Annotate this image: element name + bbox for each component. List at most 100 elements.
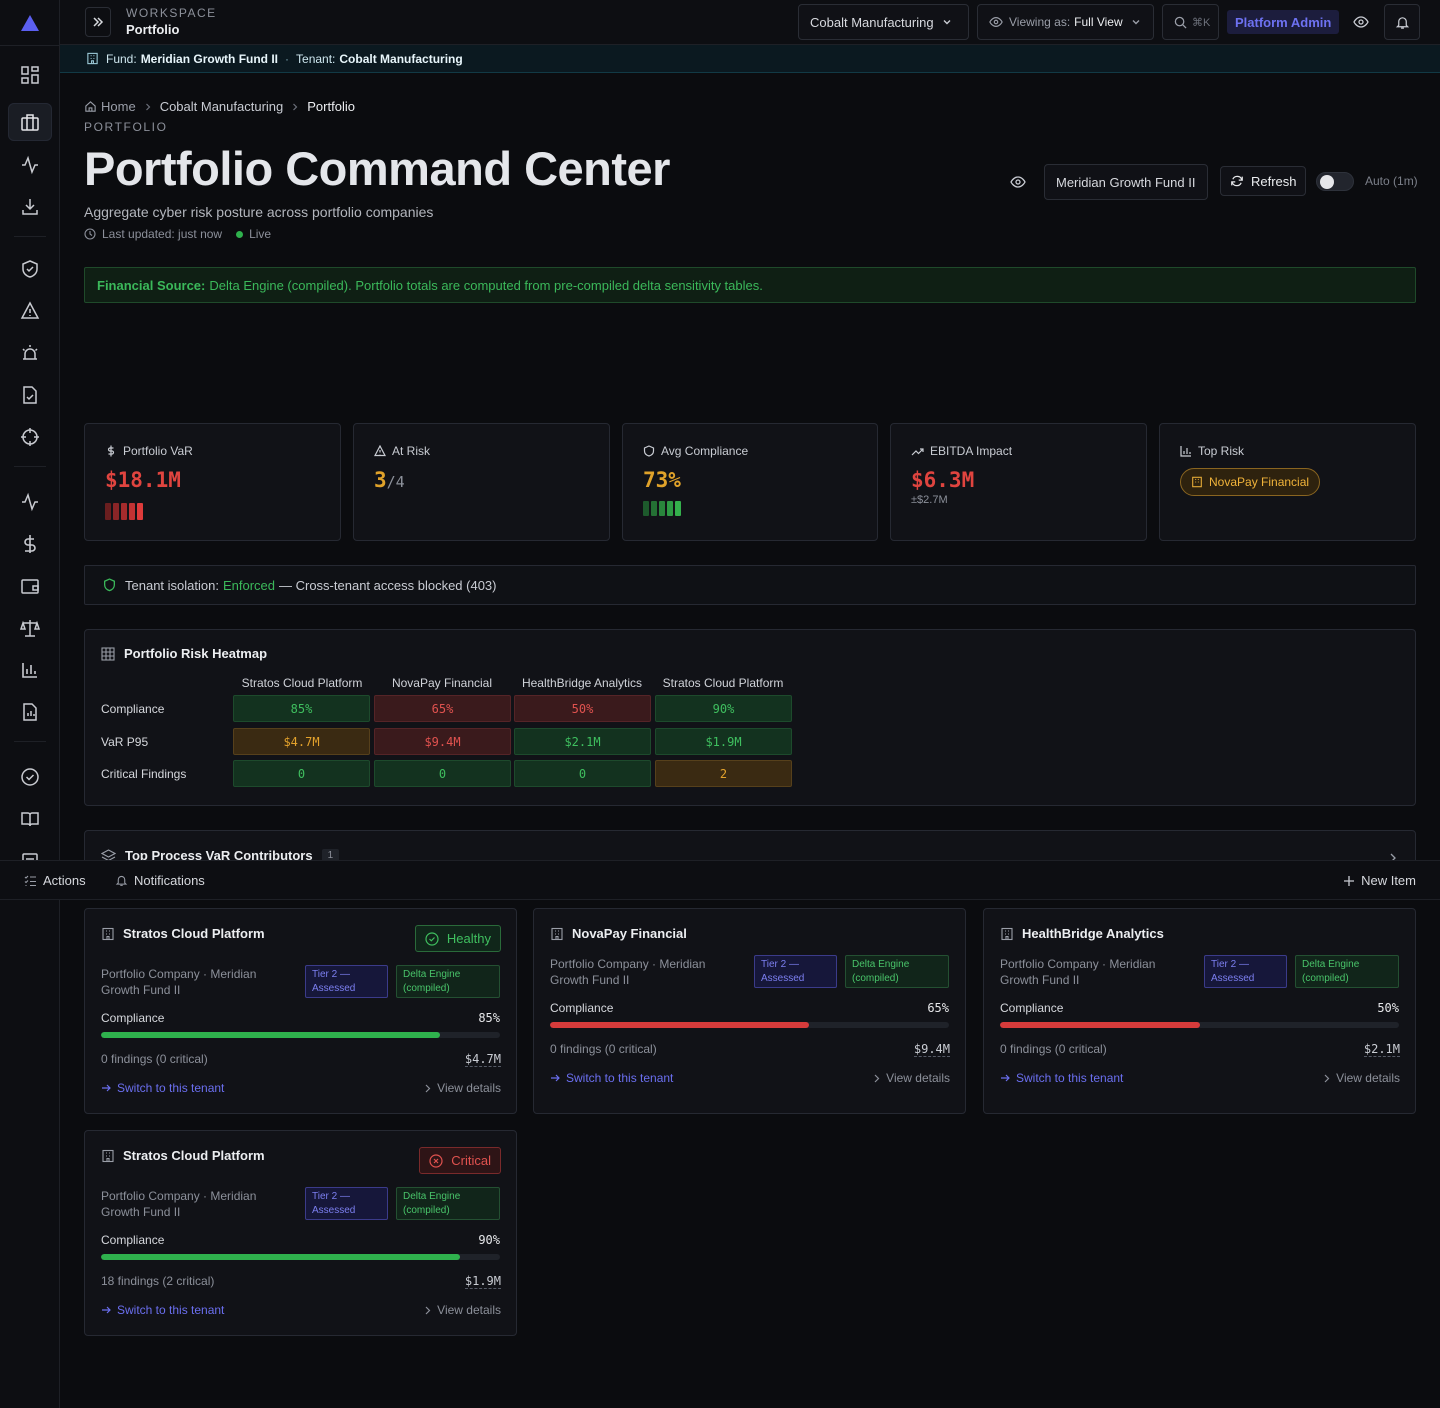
heatmap-cell[interactable]: 85% xyxy=(233,695,370,722)
activity-icon[interactable] xyxy=(8,146,52,184)
compliance-value: 65% xyxy=(927,1001,949,1015)
alert-triangle-icon[interactable] xyxy=(8,292,52,330)
refresh-button[interactable]: Refresh xyxy=(1220,166,1306,196)
notifications-button[interactable] xyxy=(1384,4,1420,40)
preview-button[interactable] xyxy=(1346,8,1376,36)
dollar-icon[interactable] xyxy=(8,525,52,563)
view-details-link[interactable]: View details xyxy=(424,1081,501,1095)
dollar-icon xyxy=(107,445,115,457)
report-icon[interactable] xyxy=(8,693,52,731)
company-title: HealthBridge Analytics xyxy=(1000,926,1164,941)
new-item-button[interactable]: New Item xyxy=(1343,873,1416,888)
heatmap-row-label: Critical Findings xyxy=(101,767,187,781)
scale-icon[interactable] xyxy=(8,609,52,647)
heatmap-cell[interactable]: 0 xyxy=(514,760,651,787)
view-details-label: View details xyxy=(1336,1071,1400,1085)
crosshair-icon[interactable] xyxy=(8,418,52,456)
search-button[interactable]: ⌘K xyxy=(1162,4,1219,40)
company-name: HealthBridge Analytics xyxy=(1022,926,1164,941)
bottom-action-bar: Actions Notifications New Item xyxy=(0,860,1440,900)
heatmap-cell[interactable]: $4.7M xyxy=(233,728,370,755)
tenant-select[interactable]: Cobalt Manufacturing xyxy=(798,4,969,40)
dashboard-icon[interactable] xyxy=(8,56,52,94)
live-dot xyxy=(236,230,244,238)
auto-refresh-label: Auto (1m) xyxy=(1365,174,1418,188)
company-var: $2.1M xyxy=(1363,1042,1400,1057)
isolation-text: — Cross-tenant access blocked (403) xyxy=(279,577,497,593)
view-details-link[interactable]: View details xyxy=(424,1303,501,1317)
company-card[interactable]: Stratos Cloud Platform Healthy Portfolio C… xyxy=(84,908,517,1114)
heatmap-row-label: Compliance xyxy=(101,702,165,716)
wallet-icon[interactable] xyxy=(8,567,52,605)
page-subtitle: Aggregate cyber risk posture across port… xyxy=(84,204,434,220)
heatmap-cell[interactable]: 65% xyxy=(374,695,511,722)
compliance-row: Compliance 90% xyxy=(101,1233,500,1247)
tenant-name: Cobalt Manufacturing xyxy=(339,51,463,66)
view-details-link[interactable]: View details xyxy=(1323,1071,1400,1085)
view-details-link[interactable]: View details xyxy=(873,1071,950,1085)
heatmap-cell[interactable]: 50% xyxy=(514,695,651,722)
compliance-label: Compliance xyxy=(1000,1001,1064,1015)
delta-engine-tag: Delta Engine (compiled) xyxy=(396,965,500,998)
heatmap-cell[interactable]: 0 xyxy=(233,760,370,787)
company-card[interactable]: NovaPay Financial Portfolio Company · Mer… xyxy=(533,908,966,1114)
book-icon[interactable] xyxy=(8,800,52,838)
check-circle-icon xyxy=(425,931,439,946)
chevron-right-icon xyxy=(293,103,298,110)
heatmap-cell[interactable]: 0 xyxy=(374,760,511,787)
heatmap-cell[interactable]: $9.4M xyxy=(374,728,511,755)
tenant-isolation-banner: Tenant isolation: Enforced — Cross-tenan… xyxy=(84,565,1416,605)
company-card[interactable]: Stratos Cloud Platform Critical Portfolio … xyxy=(84,1130,517,1336)
viewing-as-select[interactable]: Viewing as: Full View xyxy=(977,4,1154,40)
top-risk-badge[interactable]: NovaPay Financial xyxy=(1180,468,1321,496)
switch-tenant-link[interactable]: Switch to this tenant xyxy=(101,1303,224,1317)
switch-tenant-link[interactable]: Switch to this tenant xyxy=(1000,1071,1123,1085)
delta-engine-tag: Delta Engine (compiled) xyxy=(1295,955,1399,988)
kpi-label: Avg Compliance xyxy=(661,444,749,458)
alert-triangle-icon xyxy=(374,445,386,457)
breadcrumb-tenant[interactable]: Cobalt Manufacturing xyxy=(159,99,284,114)
isolation-status: Enforced xyxy=(222,577,275,593)
live-label: Live xyxy=(249,227,272,241)
sidebar-toggle-button[interactable] xyxy=(85,7,111,37)
check-circle-icon[interactable] xyxy=(8,758,52,796)
notifications-tab[interactable]: Notifications xyxy=(115,873,205,888)
financial-source-banner: Financial Source: Delta Engine (compiled… xyxy=(84,267,1416,303)
compliance-bar xyxy=(1000,1022,1399,1028)
visibility-toggle-button[interactable] xyxy=(1006,170,1030,194)
heatmap-cell[interactable]: 90% xyxy=(655,695,792,722)
heatmap-cell[interactable]: $1.9M xyxy=(655,728,792,755)
app-logo[interactable] xyxy=(0,0,60,46)
kpi-label: At Risk xyxy=(392,444,431,458)
notes-icon[interactable] xyxy=(8,842,52,860)
briefcase-icon[interactable] xyxy=(8,103,52,141)
chevron-right-icon xyxy=(425,1306,431,1314)
compliance-label: Compliance xyxy=(101,1011,165,1025)
compliance-row: Compliance 50% xyxy=(1000,1001,1399,1015)
company-name: Stratos Cloud Platform xyxy=(123,1148,265,1163)
platform-admin-badge[interactable]: Platform Admin xyxy=(1227,10,1340,34)
fund-select[interactable]: Meridian Growth Fund II xyxy=(1044,164,1208,200)
auto-refresh-toggle[interactable] xyxy=(1316,172,1354,191)
shield-check-icon[interactable] xyxy=(8,250,52,288)
heatmap-cell[interactable]: 2 xyxy=(655,760,792,787)
siren-icon[interactable] xyxy=(8,334,52,372)
chevron-right-icon xyxy=(425,1084,431,1092)
risk-heatmap-panel: Portfolio Risk Heatmap Stratos Cloud Pla… xyxy=(84,629,1416,806)
file-check-icon[interactable] xyxy=(8,376,52,414)
breadcrumb-home[interactable]: Home xyxy=(101,99,136,114)
financial-source-text: Delta Engine (compiled). Portfolio total… xyxy=(209,277,763,293)
company-subtitle: Portfolio Company · Meridian Growth Fund… xyxy=(101,967,257,997)
switch-tenant-link[interactable]: Switch to this tenant xyxy=(550,1071,673,1085)
company-card[interactable]: HealthBridge Analytics Portfolio Company … xyxy=(983,908,1416,1114)
grid-icon xyxy=(101,646,115,661)
compliance-bar-fill xyxy=(101,1254,461,1260)
bar-chart-icon[interactable] xyxy=(8,651,52,689)
download-icon[interactable] xyxy=(8,188,52,226)
heatmap-cell[interactable]: $2.1M xyxy=(514,728,651,755)
switch-tenant-link[interactable]: Switch to this tenant xyxy=(101,1081,224,1095)
actions-button[interactable]: Actions xyxy=(24,873,86,888)
kpi-at-risk: At Risk 3/4 xyxy=(353,423,610,541)
pulse-icon[interactable] xyxy=(8,483,52,521)
breadcrumb-current: Portfolio xyxy=(307,99,355,114)
